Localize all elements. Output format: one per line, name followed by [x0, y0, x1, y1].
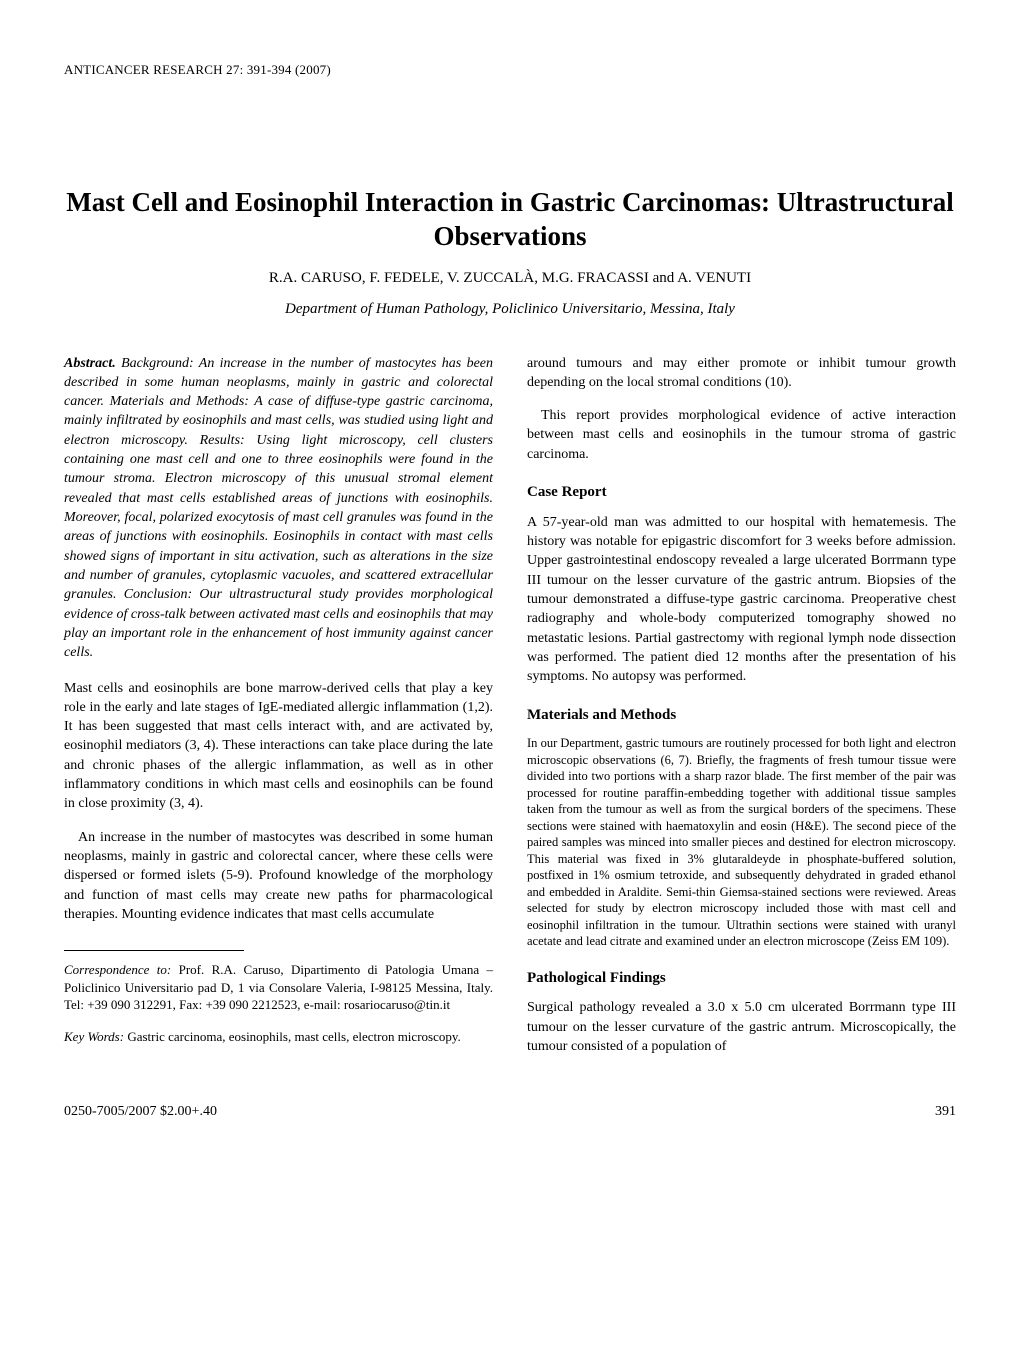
- intro-paragraph-1: Mast cells and eosinophils are bone marr…: [64, 679, 493, 814]
- article-title: Mast Cell and Eosinophil Interaction in …: [64, 186, 956, 254]
- keywords-label: Key Words:: [64, 1029, 124, 1044]
- materials-methods-paragraph-1: In our Department, gastric tumours are r…: [527, 735, 956, 950]
- correspondence-rule: [64, 950, 244, 951]
- affiliation-line: Department of Human Pathology, Policlini…: [64, 301, 956, 318]
- correspondence-label: Correspondence to:: [64, 962, 171, 977]
- keywords-text: Key Words: Gastric carcinoma, eosinophil…: [64, 1028, 493, 1046]
- correspondence-text: Correspondence to: Prof. R.A. Caruso, Di…: [64, 961, 493, 1014]
- authors-line: R.A. CARUSO, F. FEDELE, V. ZUCCALÀ, M.G.…: [64, 270, 956, 287]
- intro-paragraph-3: This report provides morphological evide…: [527, 406, 956, 464]
- intro-paragraph-2: An increase in the number of mastocytes …: [64, 828, 493, 925]
- body-columns: Abstract. Background: An increase in the…: [64, 354, 956, 1071]
- case-report-paragraph-1: A 57-year-old man was admitted to our ho…: [527, 513, 956, 687]
- pathological-findings-paragraph-1: Surgical pathology revealed a 3.0 x 5.0 …: [527, 998, 956, 1056]
- intro-paragraph-2-continuation: around tumours and may either promote or…: [527, 354, 956, 393]
- abstract-label: Abstract.: [64, 356, 116, 371]
- footer-right-page-number: 391: [935, 1104, 956, 1120]
- abstract-text: Background: An increase in the number of…: [64, 356, 493, 661]
- section-heading-materials-methods: Materials and Methods: [527, 705, 956, 726]
- running-header: ANTICANCER RESEARCH 27: 391-394 (2007): [64, 62, 956, 78]
- keywords-body: Gastric carcinoma, eosinophils, mast cel…: [124, 1029, 461, 1044]
- correspondence-block: Correspondence to: Prof. R.A. Caruso, Di…: [64, 950, 493, 1045]
- section-heading-pathological-findings: Pathological Findings: [527, 968, 956, 989]
- section-heading-case-report: Case Report: [527, 482, 956, 503]
- footer-left: 0250-7005/2007 $2.00+.40: [64, 1104, 217, 1120]
- abstract-block: Abstract. Background: An increase in the…: [64, 354, 493, 663]
- page-footer: 0250-7005/2007 $2.00+.40 391: [64, 1104, 956, 1120]
